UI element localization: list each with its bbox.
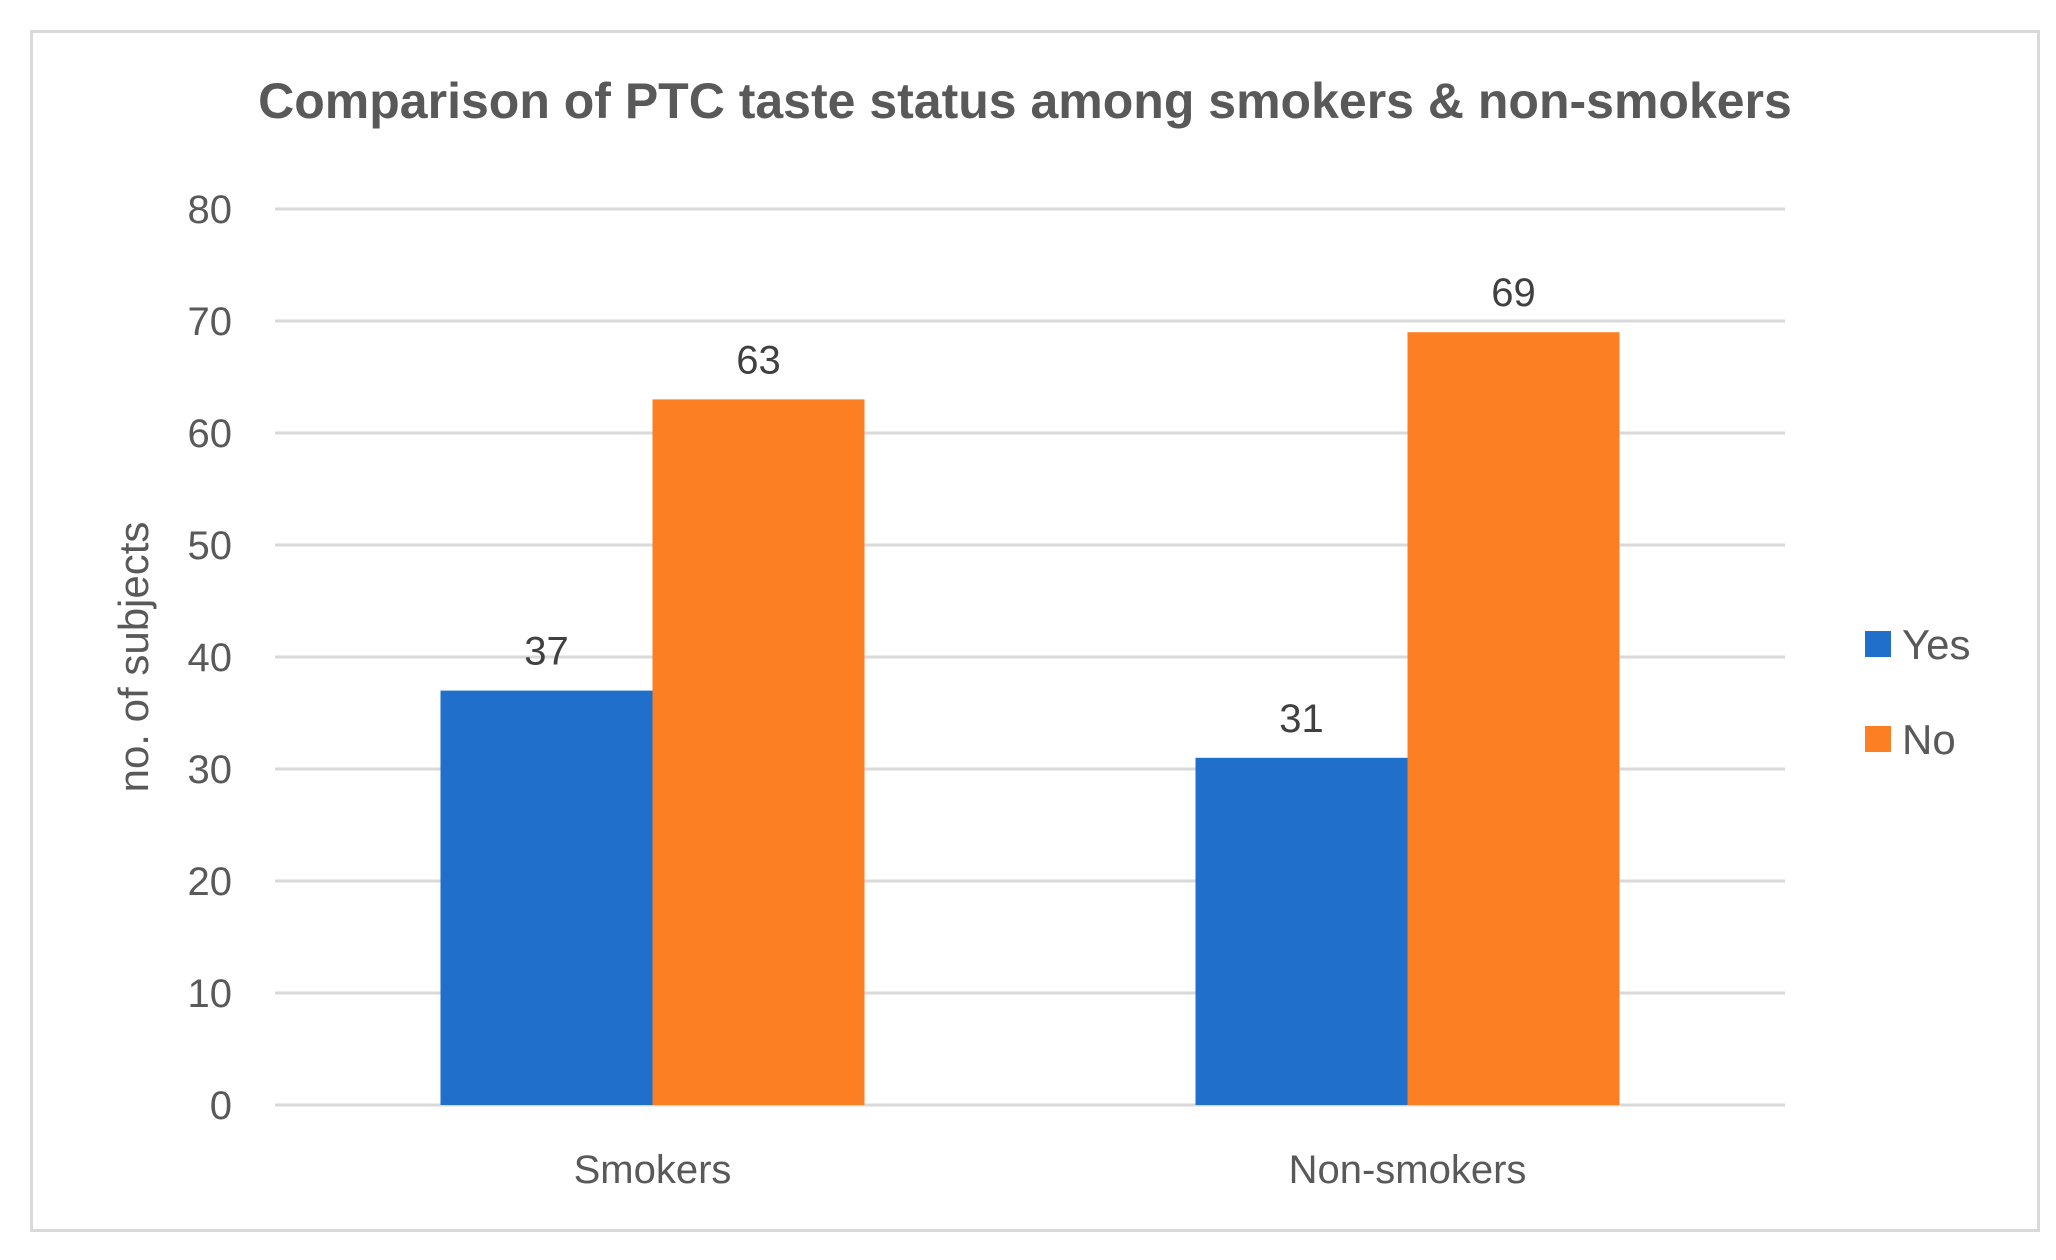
bar-no-non-smokers: [1407, 332, 1620, 1105]
x-tick-label: Non-smokers: [1289, 1148, 1527, 1192]
bars: [440, 332, 1620, 1105]
bar-no-smokers: [652, 399, 865, 1105]
y-tick-label: 0: [210, 1084, 232, 1128]
y-tick-label: 50: [188, 524, 233, 568]
bar-yes-non-smokers: [1195, 757, 1408, 1105]
legend-swatch-no: [1865, 726, 1891, 752]
data-label: 31: [1279, 697, 1324, 741]
legend-label-no: No: [1902, 716, 1956, 763]
legend: Yes No: [1865, 621, 1971, 763]
chart-frame: [30, 30, 2040, 1232]
chart-title: Comparison of PTC taste status among smo…: [258, 73, 1792, 129]
y-tick-label: 20: [188, 860, 233, 904]
y-tick-label: 10: [188, 972, 233, 1016]
data-labels: 37 63 31 69: [524, 271, 1536, 741]
y-tick-label: 30: [188, 748, 233, 792]
x-tick-labels: Smokers Non-smokers: [574, 1148, 1527, 1192]
y-axis-title: no. of subjects: [110, 522, 157, 793]
data-label: 37: [524, 630, 569, 674]
y-tick-labels: 0 10 20 30 40 50 60 70 80: [188, 188, 233, 1128]
data-label: 69: [1491, 271, 1536, 315]
y-tick-label: 80: [188, 188, 233, 232]
bar-yes-smokers: [440, 690, 653, 1105]
y-tick-label: 40: [188, 636, 233, 680]
data-label: 63: [736, 338, 781, 382]
y-tick-label: 60: [188, 412, 233, 456]
legend-label-yes: Yes: [1902, 621, 1971, 668]
x-tick-label: Smokers: [574, 1148, 732, 1192]
y-tick-label: 70: [188, 300, 233, 344]
legend-swatch-yes: [1865, 631, 1891, 657]
